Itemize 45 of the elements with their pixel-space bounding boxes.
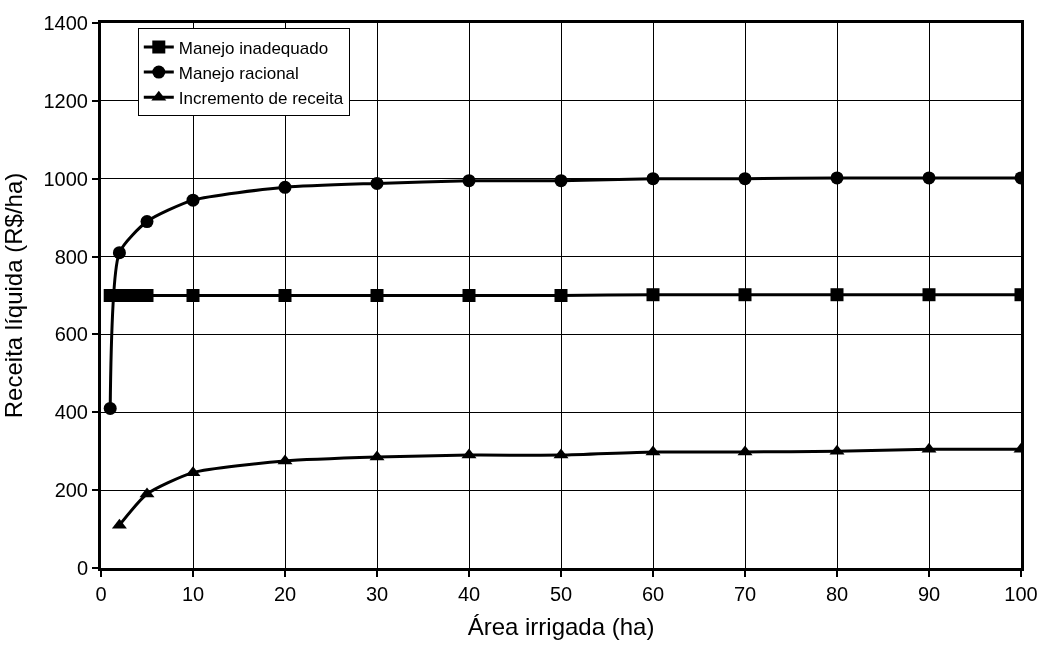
x-axis-title: Área irrigada (ha): [467, 613, 655, 641]
point: [646, 172, 660, 186]
x-tick-label: 30: [365, 583, 389, 605]
x-tick-label: 40: [457, 583, 481, 605]
y-tick-label: 1000: [43, 167, 88, 190]
x-tick-label: 60: [641, 583, 665, 605]
point: [370, 289, 384, 302]
x-tick-label: 50: [549, 583, 573, 605]
point: [140, 215, 154, 229]
point: [186, 289, 200, 302]
y-axis-title: Receita líquida (R$/ha): [0, 172, 27, 419]
point: [278, 180, 292, 194]
x-tick-label: 70: [733, 583, 757, 605]
y-tick-label: 200: [54, 479, 88, 502]
point: [922, 288, 936, 302]
point: [738, 172, 752, 186]
x-tick-label: 100: [1004, 583, 1038, 605]
point: [112, 246, 126, 260]
legend-label: Manejo racional: [178, 63, 299, 83]
point: [462, 289, 476, 302]
point: [462, 174, 476, 188]
point: [370, 176, 384, 190]
point: [738, 288, 752, 302]
x-tick-label: 10: [181, 583, 205, 605]
point: [278, 289, 292, 302]
point: [830, 288, 844, 302]
point: [922, 171, 936, 185]
legend-label: Manejo inadequado: [178, 38, 329, 58]
y-tick-label: 400: [54, 401, 88, 424]
x-tick-label: 90: [917, 583, 941, 605]
y-tick-label: 1200: [43, 89, 88, 112]
point: [103, 401, 117, 415]
point: [554, 289, 568, 302]
x-tick-label: 0: [95, 583, 107, 605]
point: [554, 174, 568, 188]
x-tick-label: 80: [825, 583, 849, 605]
y-tick-label: 0: [76, 557, 88, 579]
y-tick-label: 1400: [43, 12, 88, 34]
x-tick-label: 20: [273, 583, 297, 605]
y-tick-label: 800: [54, 245, 88, 268]
point: [646, 288, 660, 302]
point: [186, 193, 200, 207]
y-tick-label: 600: [54, 323, 88, 346]
point: [830, 171, 844, 185]
legend-label: Incremento de receita: [178, 88, 344, 108]
